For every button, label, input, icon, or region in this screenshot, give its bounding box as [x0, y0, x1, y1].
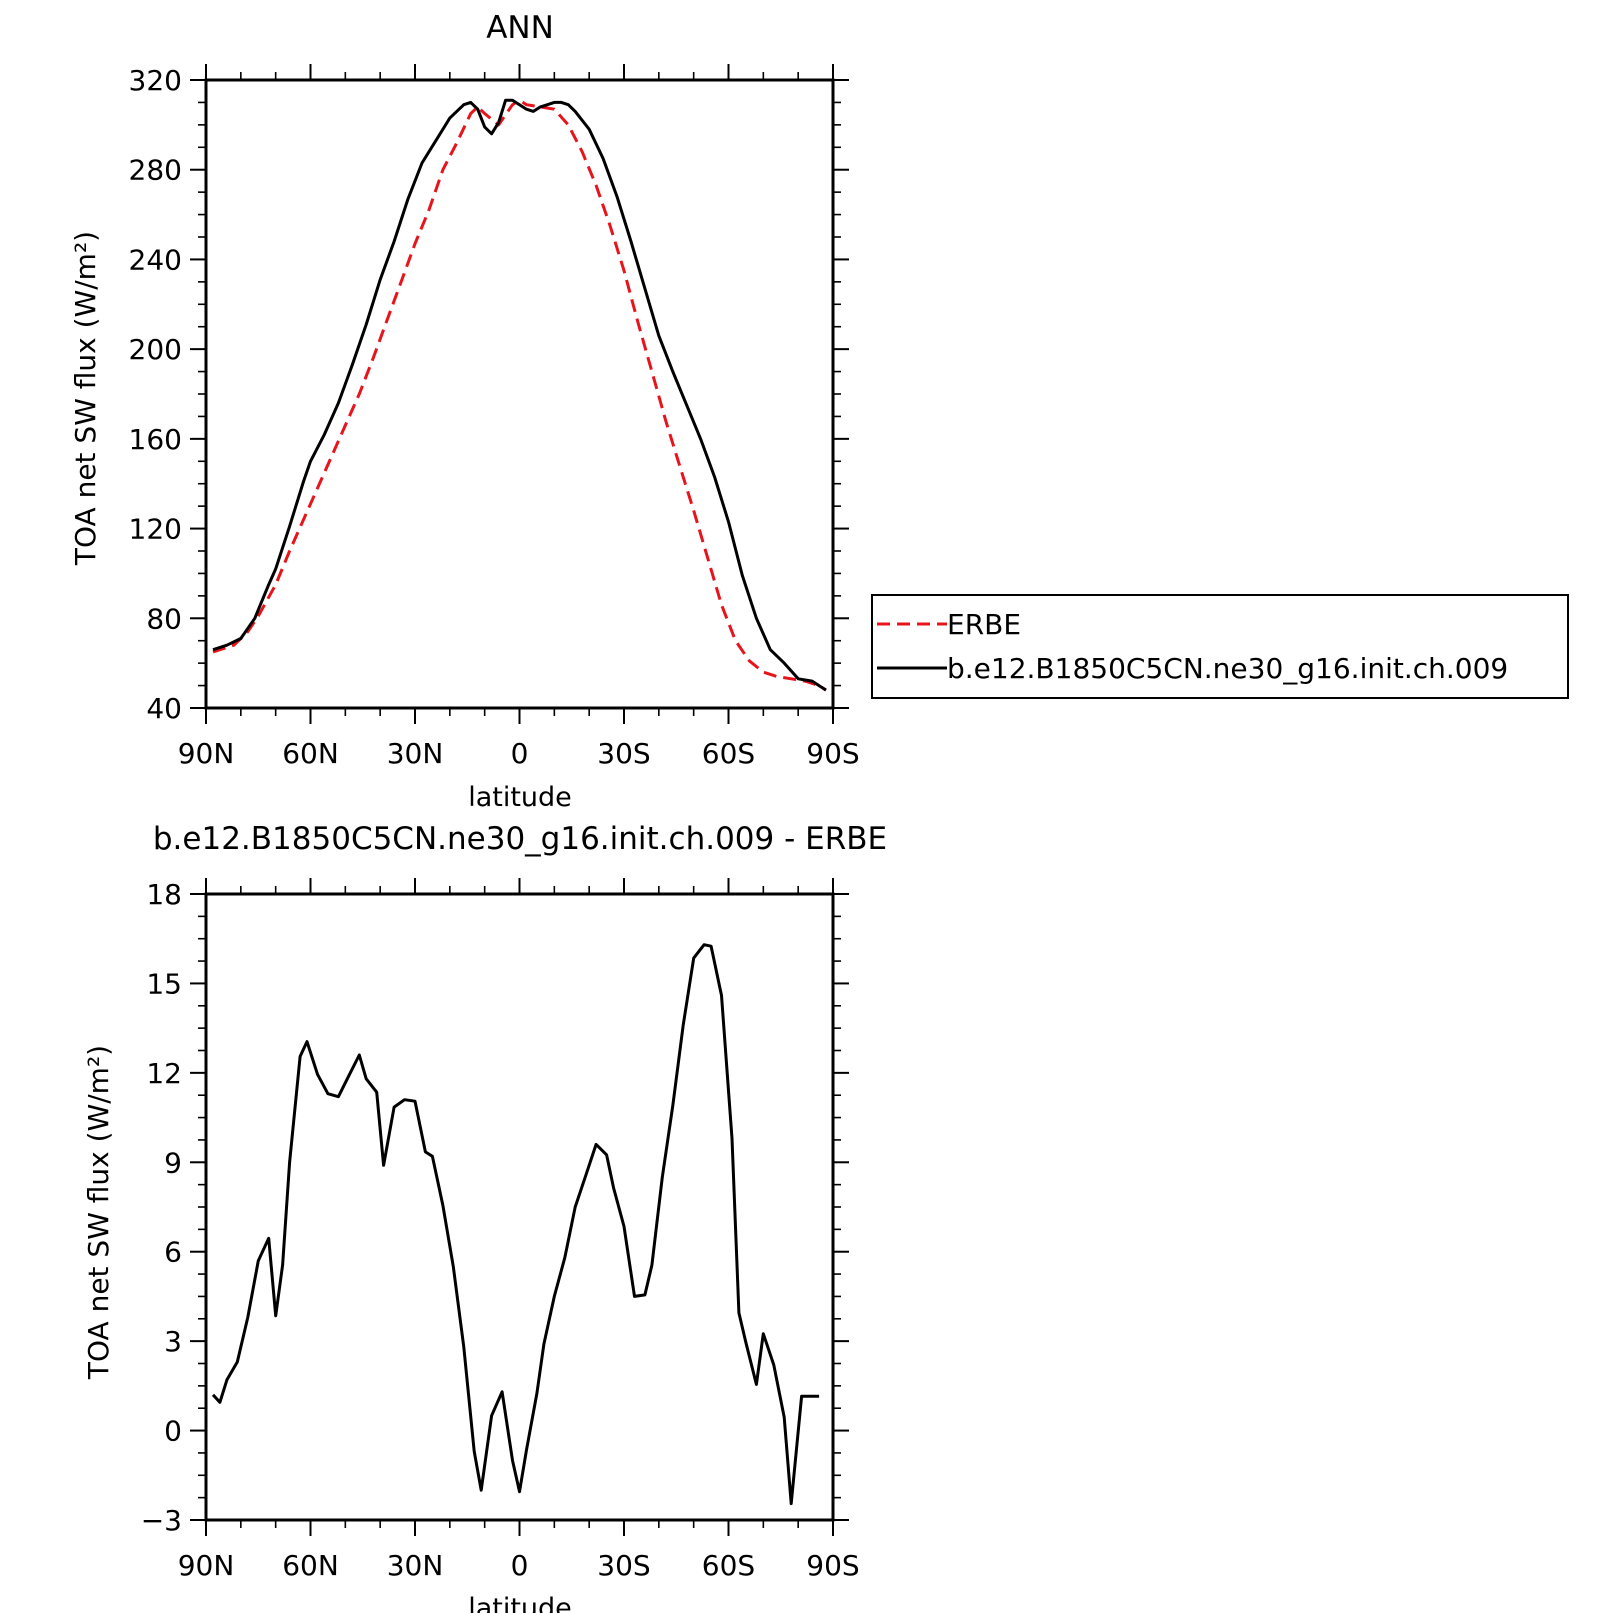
x-tick-label: 60S: [702, 737, 755, 770]
x-tick-label: 90S: [806, 737, 859, 770]
bottom-axis-ticks: −3 0 3 6 9 12 15 18 90N 60N 30N 0 30S 60S 90S: [141, 878, 860, 1582]
bottom-panel: b.e12.B1850C5CN.ne30_g16.init.ch.009 - E…: [82, 821, 887, 1613]
y-tick-label: 18: [146, 878, 182, 911]
top-chart-title: ANN: [486, 10, 554, 46]
x-tick-label: 30N: [387, 737, 444, 770]
top-panel: ANN TOA net SW flux (W/m²) latitude 40 80…: [69, 10, 1569, 813]
y-tick-label: 80: [146, 602, 182, 635]
legend-label-model: b.e12.B1850C5CN.ne30_g16.init.ch.009: [947, 652, 1508, 685]
x-tick-label: 60N: [282, 1549, 339, 1582]
legend-box: [871, 594, 1569, 699]
top-series-group: [212, 98, 827, 692]
y-tick-label: 280: [129, 154, 182, 187]
bottom-chart-title: b.e12.B1850C5CN.ne30_g16.init.ch.009 - E…: [153, 821, 887, 857]
y-tick-label: 120: [129, 513, 182, 546]
y-tick-label: 9: [164, 1146, 182, 1179]
top-y-axis-label: TOA net SW flux (W/m²): [69, 231, 102, 566]
x-tick-label: 90S: [806, 1549, 859, 1582]
y-tick-label: 40: [146, 692, 182, 725]
legend-label-erbe: ERBE: [947, 608, 1021, 641]
top-x-axis-label: latitude: [468, 782, 572, 813]
y-tick-label: 12: [146, 1057, 182, 1090]
bottom-x-axis-label: latitude: [468, 1593, 572, 1613]
series-line-model: [212, 98, 827, 692]
x-tick-label: 0: [511, 737, 529, 770]
x-tick-label: 30N: [387, 1549, 444, 1582]
y-tick-label: 200: [129, 333, 182, 366]
y-tick-label: 15: [146, 967, 182, 1000]
bottom-series-group: [211, 943, 820, 1506]
y-tick-label: 320: [129, 64, 182, 97]
y-tick-label: 6: [164, 1236, 182, 1269]
legend: ERBE b.e12.B1850C5CN.ne30_g16.init.ch.00…: [871, 594, 1569, 699]
x-tick-label: 90N: [178, 737, 235, 770]
top-axis-ticks: 40 80 120 160 200 240 280 320 90N 60N 30N 0 30S 60S 90…: [129, 64, 860, 770]
bottom-y-axis-label: TOA net SW flux (W/m²): [82, 1045, 115, 1380]
y-tick-label: 160: [129, 423, 182, 456]
y-tick-label: 0: [164, 1415, 182, 1448]
bottom-plot-frame: [204, 892, 835, 1522]
x-tick-label: 30S: [597, 737, 650, 770]
x-tick-label: 60N: [282, 737, 339, 770]
x-tick-label: 30S: [597, 1549, 650, 1582]
x-tick-label: 0: [511, 1549, 529, 1582]
y-tick-label: −3: [141, 1504, 182, 1537]
y-tick-label: 3: [164, 1325, 182, 1358]
series-line-erbe: [212, 98, 827, 692]
x-tick-label: 90N: [178, 1549, 235, 1582]
series-line-model: [211, 943, 820, 1506]
top-plot-frame: [204, 78, 835, 710]
y-tick-label: 240: [129, 243, 182, 276]
x-tick-label: 60S: [702, 1549, 755, 1582]
